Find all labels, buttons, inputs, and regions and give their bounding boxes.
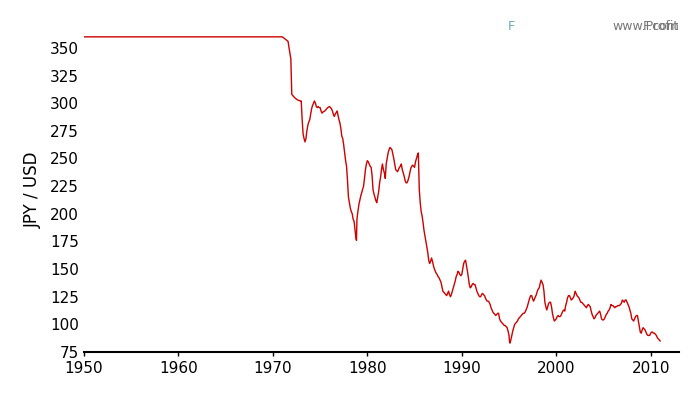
Text: F.com: F.com bbox=[611, 20, 679, 33]
Text: www.Profit: www.Profit bbox=[612, 20, 679, 33]
Y-axis label: JPY / USD: JPY / USD bbox=[24, 152, 42, 228]
Text: F: F bbox=[508, 20, 515, 33]
